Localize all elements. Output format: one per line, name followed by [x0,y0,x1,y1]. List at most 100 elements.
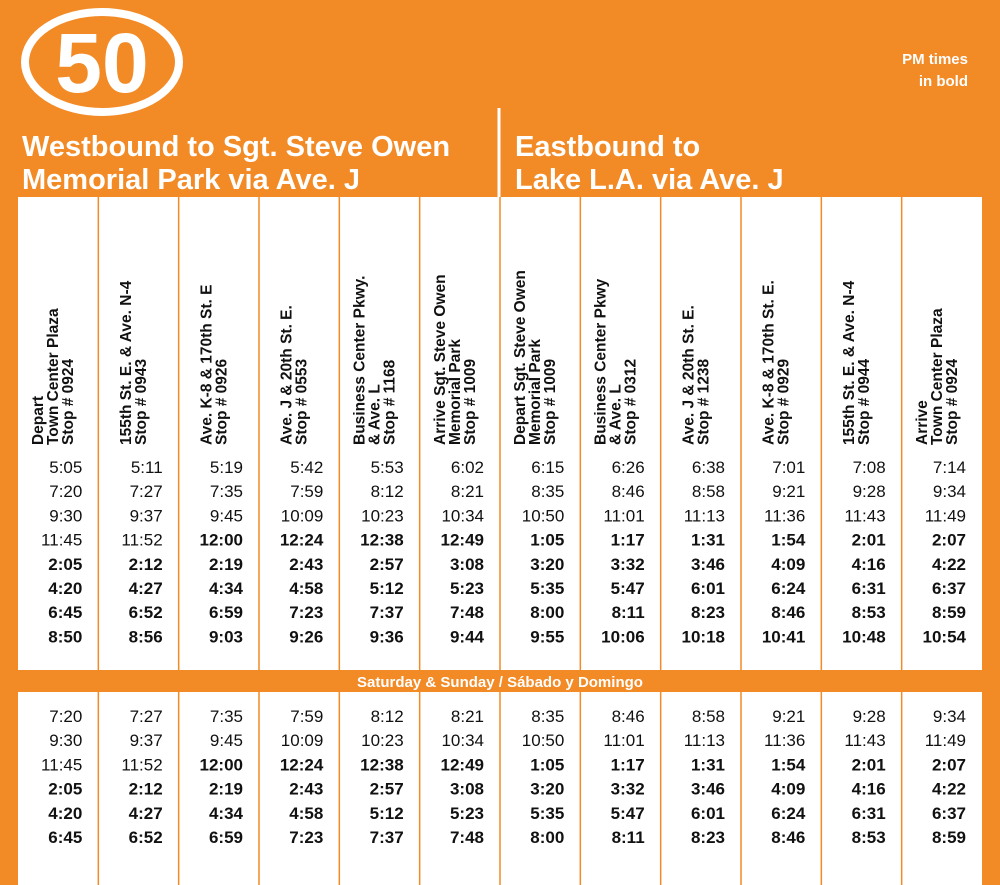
time-cell: 10:09 [281,506,324,525]
column-header: Stop # 1009 [542,358,559,445]
time-cell: 12:49 [441,531,484,550]
time-cell: 9:26 [289,627,323,646]
time-cell: 3:32 [611,555,645,574]
time-cell: 8:46 [771,603,805,622]
time-cell: 4:09 [771,555,805,574]
time-cell: 2:01 [852,755,886,774]
time-cell: 5:35 [530,579,564,598]
time-cell: 11:52 [121,531,162,550]
time-cell: 8:56 [129,627,163,646]
time-cell: 4:16 [852,555,886,574]
time-cell: 3:46 [691,780,725,799]
time-cell: 1:05 [530,531,564,550]
time-cell: 4:27 [129,579,163,598]
time-cell: 8:23 [691,603,725,622]
time-cell: 5:05 [49,458,82,477]
column-header: & Ave. L [367,384,384,445]
direction-title: Westbound to Sgt. Steve Owen [22,131,450,163]
time-cell: 10:23 [361,731,404,750]
direction-title: Lake L.A. via Ave. J [515,164,784,196]
time-cell: 8:11 [612,603,645,622]
column-header: Stop # 0926 [213,358,230,445]
column-header: Stop # 0943 [133,358,150,445]
column-header: Town Center Plaza [45,308,62,445]
time-cell: 4:20 [48,579,82,598]
time-cell: 2:19 [209,780,243,799]
time-cell: 5:12 [370,579,404,598]
time-cell: 4:34 [209,804,244,823]
column-header: Business Center Pkwy. [352,276,369,445]
column-header: 155th St. E. & Ave. N-4 [841,280,858,445]
time-cell: 4:34 [209,579,244,598]
time-cell: 6:52 [129,603,163,622]
time-cell: 5:53 [371,458,404,477]
column-header: Arrive Sgt. Steve Owen [432,274,449,445]
time-cell: 8:58 [692,707,725,726]
time-cell: 5:47 [611,804,645,823]
time-cell: 6:45 [48,603,82,622]
time-cell: 10:09 [281,731,324,750]
column-header: Stop # 1238 [695,358,712,445]
direction-title: Memorial Park via Ave. J [22,164,360,196]
column-header: Depart Sgt. Steve Owen [512,270,529,445]
time-cell: 9:34 [933,482,966,501]
time-cell: 5:12 [370,804,404,823]
time-cell: 9:03 [209,627,243,646]
time-cell: 7:20 [49,707,82,726]
time-cell: 6:59 [209,603,243,622]
time-cell: 7:14 [933,458,966,477]
time-cell: 8:11 [612,828,645,847]
time-cell: 3:20 [530,780,564,799]
time-cell: 6:24 [771,579,806,598]
direction-title: Eastbound to [515,131,700,163]
time-cell: 2:05 [48,555,82,574]
time-cell: 7:37 [370,828,404,847]
column-header: Stop # 1009 [462,358,479,445]
time-cell: 9:55 [530,627,564,646]
time-cell: 2:07 [932,531,966,550]
time-cell: 12:49 [441,755,484,774]
time-cell: 8:35 [531,707,564,726]
column-header: Arrive [914,400,931,445]
time-cell: 6:01 [691,579,725,598]
time-cell: 8:12 [371,482,404,501]
time-cell: 7:35 [210,707,243,726]
time-cell: 5:11 [131,458,163,477]
column-header: Ave. J & 20th St. E. [680,305,697,445]
time-cell: 9:30 [49,506,82,525]
time-cell: 11:49 [925,731,966,750]
time-cell: 8:46 [612,707,645,726]
time-cell: 9:30 [49,731,82,750]
time-cell: 2:12 [129,555,163,574]
time-cell: 2:19 [209,555,243,574]
time-cell: 2:43 [289,555,323,574]
column-header: Memorial Park [527,339,544,445]
time-cell: 11:13 [684,731,725,750]
time-cell: 8:59 [932,828,966,847]
time-cell: 6:52 [129,828,163,847]
time-cell: 4:22 [932,780,966,799]
pm-note: in bold [919,73,968,90]
time-cell: 8:12 [371,707,404,726]
time-cell: 11:36 [764,731,805,750]
time-cell: 2:57 [370,555,404,574]
time-cell: 10:18 [682,627,725,646]
time-cell: 3:08 [450,555,484,574]
time-cell: 8:46 [612,482,645,501]
time-cell: 6:31 [852,579,886,598]
time-cell: 6:02 [451,458,484,477]
time-cell: 10:41 [762,627,805,646]
time-cell: 10:34 [441,506,484,525]
route-oval [21,8,183,116]
column-header: Stop # 0553 [294,358,311,445]
pm-note: PM times [902,51,968,68]
column-header: & Ave. L [608,384,625,445]
time-cell: 7:23 [289,603,323,622]
column-header: Ave. K-8 & 170th St. E. [761,280,778,445]
column-header: Stop # 0924 [944,358,961,445]
time-cell: 10:54 [923,627,967,646]
time-cell: 9:21 [772,707,805,726]
time-cell: 12:24 [280,755,324,774]
time-cell: 2:43 [289,780,323,799]
time-cell: 9:28 [853,707,886,726]
